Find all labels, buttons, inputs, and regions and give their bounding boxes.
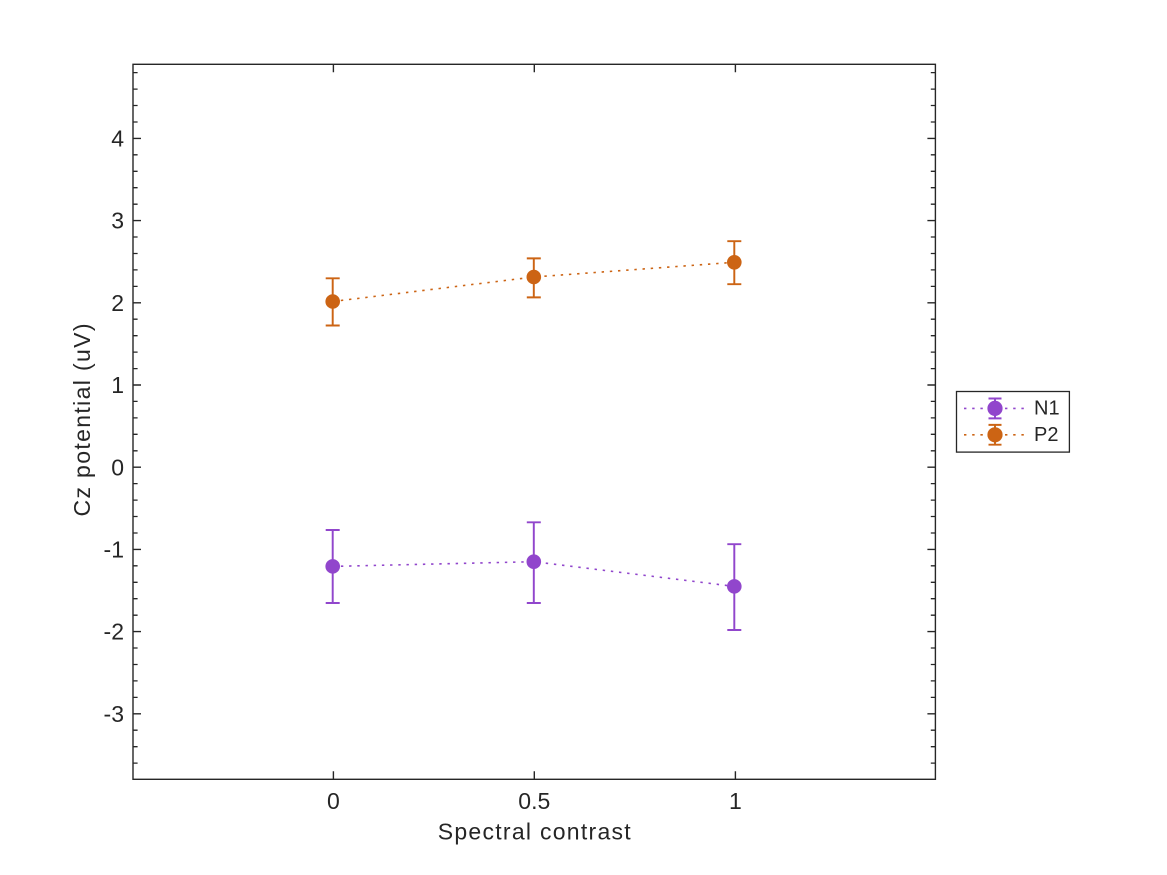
svg-text:1: 1 [729,788,742,814]
svg-text:P2: P2 [1034,424,1058,446]
svg-text:0: 0 [111,454,124,480]
svg-text:3: 3 [111,208,124,234]
svg-text:1: 1 [111,372,124,398]
svg-text:-1: -1 [104,537,124,563]
svg-text:0: 0 [327,788,340,814]
svg-text:4: 4 [111,126,124,152]
svg-text:Cz potential (uV): Cz potential (uV) [69,324,95,517]
svg-text:-3: -3 [104,701,124,727]
svg-text:N1: N1 [1034,398,1060,420]
svg-text:Spectral contrast: Spectral contrast [438,819,632,845]
svg-text:0.5: 0.5 [518,788,550,814]
svg-text:-2: -2 [104,619,124,645]
svg-text:2: 2 [111,290,124,316]
